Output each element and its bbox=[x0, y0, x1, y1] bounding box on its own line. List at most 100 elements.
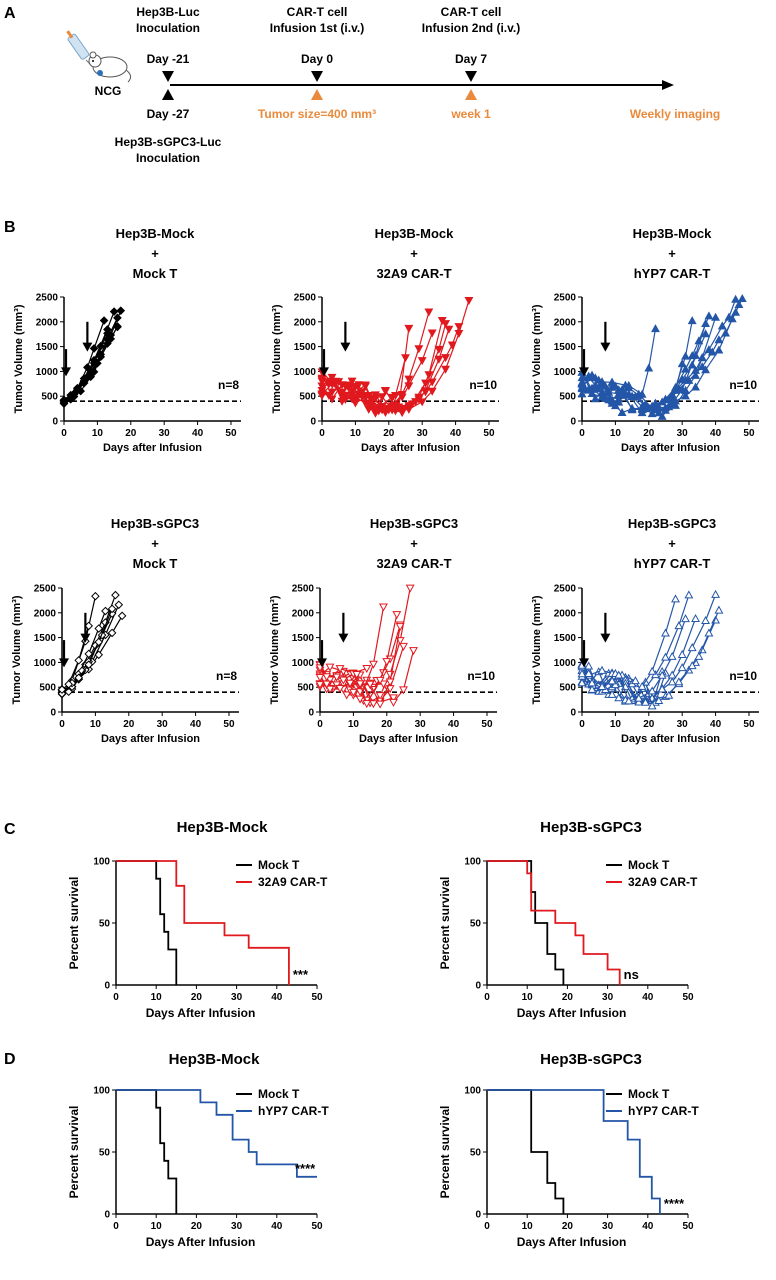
tumor-size-label: Tumor size=400 mm³ bbox=[258, 107, 376, 121]
y-tick-label: 100 bbox=[93, 857, 110, 868]
mouse-label: NCG bbox=[95, 84, 122, 98]
data-point bbox=[64, 679, 73, 689]
data-point bbox=[94, 637, 104, 647]
significance-label: ns bbox=[624, 967, 639, 982]
chart-title-line3: hYP7 CAR-T bbox=[634, 556, 711, 571]
data-point bbox=[691, 370, 700, 379]
data-point bbox=[647, 409, 657, 418]
data-point bbox=[89, 367, 99, 377]
x-axis-label: Days After Infusion bbox=[146, 1006, 256, 1020]
data-point bbox=[607, 377, 617, 386]
data-point bbox=[661, 652, 670, 661]
data-point bbox=[395, 623, 405, 632]
data-point bbox=[385, 670, 395, 679]
tumor-chart-2: Hep3B-Mock+32A9 CAR-T0500100015002000250… bbox=[271, 226, 499, 454]
legend-label: 32A9 CAR-T bbox=[258, 875, 328, 889]
data-point bbox=[424, 308, 434, 317]
data-point bbox=[404, 375, 414, 384]
event-day-7: Day 7 bbox=[455, 52, 487, 66]
y-tick-label: 2000 bbox=[294, 317, 317, 328]
x-tick-label: 50 bbox=[743, 719, 755, 730]
data-point bbox=[327, 388, 337, 397]
y-tick-label: 2500 bbox=[554, 584, 577, 595]
data-point bbox=[637, 681, 647, 690]
x-tick-label: 50 bbox=[311, 992, 323, 1003]
data-point bbox=[335, 665, 345, 674]
event-cart2-line1: CAR-T cell bbox=[441, 5, 502, 19]
marker-day-minus21 bbox=[162, 71, 174, 82]
survival-chart-3: Hep3B-Mock 0 50 100 0 10 20 30 40 50 Days After In… bbox=[67, 1051, 329, 1249]
y-axis-label: Percent survival bbox=[67, 877, 81, 970]
data-point bbox=[587, 684, 597, 693]
data-point bbox=[577, 678, 587, 687]
x-tick-label: 10 bbox=[522, 992, 534, 1003]
y-axis-label: Tumor Volume (mm³) bbox=[269, 595, 281, 704]
y-tick-label: 500 bbox=[559, 392, 576, 403]
marker-tumor-size bbox=[311, 89, 323, 100]
data-point bbox=[354, 381, 364, 390]
infusion-arrowhead bbox=[317, 658, 327, 668]
x-tick-label: 40 bbox=[642, 992, 654, 1003]
data-point bbox=[317, 377, 327, 386]
panel-label-c: C bbox=[4, 821, 16, 838]
y-tick-label: 1000 bbox=[554, 658, 577, 669]
x-tick-label: 10 bbox=[151, 992, 163, 1003]
data-point bbox=[727, 314, 737, 323]
data-point bbox=[677, 663, 687, 672]
x-tick-label: 20 bbox=[562, 992, 574, 1003]
mouse-syringe-icon bbox=[66, 30, 132, 83]
data-point bbox=[107, 604, 117, 614]
data-point bbox=[69, 392, 79, 401]
data-point bbox=[677, 649, 687, 658]
data-point bbox=[434, 345, 444, 354]
data-point bbox=[360, 381, 370, 390]
data-point bbox=[404, 324, 414, 333]
y-tick-label: 1500 bbox=[554, 633, 577, 644]
legend-label: Mock T bbox=[628, 858, 670, 872]
x-tick-label: 20 bbox=[383, 428, 395, 439]
survival-curve bbox=[487, 860, 565, 985]
data-point bbox=[407, 400, 417, 409]
x-tick-label: 10 bbox=[151, 1221, 163, 1232]
n-label: n=10 bbox=[729, 669, 757, 683]
x-axis-label: Days After Infusion bbox=[517, 1235, 627, 1249]
data-point bbox=[74, 673, 84, 683]
data-point bbox=[454, 323, 464, 332]
data-point bbox=[114, 600, 124, 610]
y-axis-label: Tumor Volume (mm³) bbox=[271, 304, 283, 413]
data-point bbox=[464, 297, 474, 306]
event-cart2-line2: Infusion 2nd (i.v.) bbox=[422, 21, 520, 35]
data-point bbox=[704, 628, 714, 637]
y-tick-label: 0 bbox=[104, 1210, 110, 1221]
x-tick-label: 30 bbox=[157, 719, 169, 730]
data-point bbox=[734, 299, 744, 308]
data-point bbox=[397, 405, 407, 414]
data-point bbox=[107, 628, 117, 638]
survival-title: Hep3B-sGPC3 bbox=[540, 819, 642, 836]
data-point bbox=[687, 316, 697, 325]
event-day-minus21: Day -21 bbox=[147, 52, 190, 66]
data-point bbox=[614, 385, 624, 394]
n-label: n=10 bbox=[469, 378, 497, 392]
x-tick-label: 30 bbox=[677, 719, 689, 730]
data-point bbox=[385, 678, 395, 687]
y-tick-label: 50 bbox=[99, 919, 111, 930]
chart-title-line2: + bbox=[668, 536, 676, 551]
data-point bbox=[368, 660, 378, 669]
data-point bbox=[684, 590, 694, 599]
x-tick-label: 50 bbox=[311, 1221, 323, 1232]
legend-label: Mock T bbox=[628, 1087, 670, 1101]
data-point bbox=[667, 651, 677, 660]
marker-day-0 bbox=[311, 71, 323, 82]
x-tick-label: 20 bbox=[191, 992, 203, 1003]
y-tick-label: 100 bbox=[464, 857, 481, 868]
data-point bbox=[607, 676, 617, 685]
data-point bbox=[405, 584, 415, 593]
survival-curve bbox=[116, 860, 178, 985]
data-point bbox=[444, 325, 454, 334]
y-axis-label: Percent survival bbox=[438, 877, 452, 970]
data-point bbox=[731, 294, 741, 303]
data-point bbox=[327, 373, 337, 382]
data-point bbox=[332, 673, 342, 682]
